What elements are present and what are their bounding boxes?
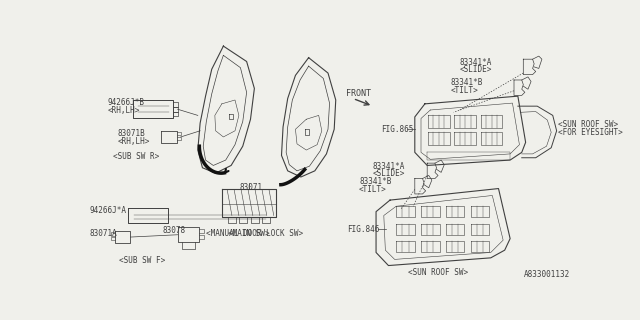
Text: <SUB SW F>: <SUB SW F> [119,256,165,265]
Text: <RH,LH>: <RH,LH> [107,106,140,115]
Text: <SUN ROOF SW>: <SUN ROOF SW> [408,268,468,277]
Text: FRONT: FRONT [346,89,371,98]
Text: <SLIDE>: <SLIDE> [460,65,492,74]
Text: 83078: 83078 [163,226,186,235]
Text: 83071A: 83071A [90,229,117,238]
Text: FIG.865: FIG.865 [381,125,413,134]
Text: <TILT>: <TILT> [359,185,387,194]
Text: 83341*B: 83341*B [359,177,392,186]
Text: FIG.846: FIG.846 [348,225,380,234]
Text: 94266J*A: 94266J*A [90,206,126,215]
Text: 83341*A: 83341*A [373,162,405,171]
Text: <TILT>: <TILT> [451,86,478,95]
Text: <SUN ROOF SW>: <SUN ROOF SW> [558,120,618,129]
Text: 83071: 83071 [239,183,263,192]
Text: 94266J*B: 94266J*B [107,99,144,108]
Text: 83341*A: 83341*A [460,58,492,67]
Text: <SUB SW R>: <SUB SW R> [113,152,159,161]
Text: 83071B: 83071B [117,129,145,138]
Text: <RH,LH>: <RH,LH> [117,137,150,146]
Text: <SLIDE>: <SLIDE> [373,169,405,178]
Text: <FOR EYESIGHT>: <FOR EYESIGHT> [558,128,623,137]
Text: <MAIN SW>: <MAIN SW> [228,229,270,238]
Text: 83341*B: 83341*B [451,78,483,87]
Text: A833001132: A833001132 [524,270,570,279]
Text: <MANUAL DOOR LOCK SW>: <MANUAL DOOR LOCK SW> [205,229,303,238]
